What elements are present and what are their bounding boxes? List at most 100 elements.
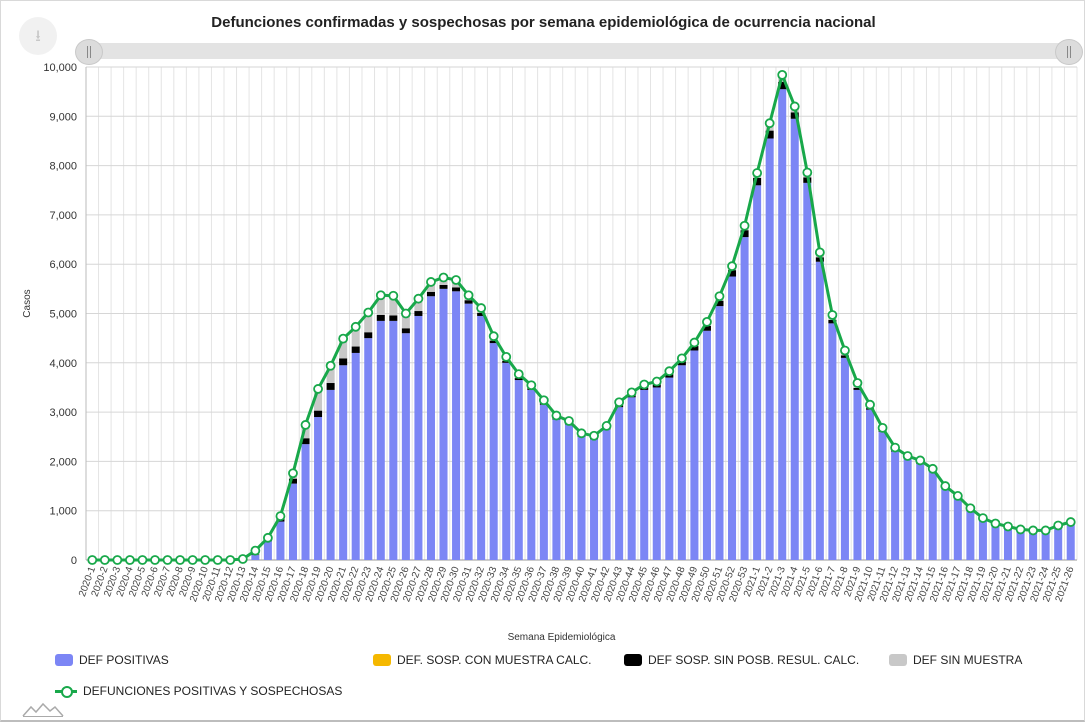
legend-item-sosp-sin-posb[interactable]: DEF SOSP. SIN POSB. RESUL. CALC.	[624, 653, 859, 667]
bar-sosp-sin-posb	[288, 478, 297, 484]
bar-positivas	[1016, 531, 1025, 560]
bar-positivas	[1041, 532, 1050, 560]
legend-swatch	[889, 654, 907, 666]
total-line-point	[262, 532, 273, 543]
bar-positivas	[288, 483, 297, 560]
total-line-point	[814, 247, 825, 258]
bar-positivas	[376, 320, 385, 560]
total-line-point	[526, 380, 537, 391]
bar-positivas	[301, 444, 310, 560]
legend-swatch	[55, 654, 73, 666]
total-line-point	[940, 481, 951, 491]
bar-sosp-sin-posb	[489, 340, 498, 344]
bar-positivas	[489, 343, 498, 560]
bar-sosp-sin-posb	[828, 319, 837, 324]
total-line-point	[952, 491, 963, 501]
y-tick-label: 1,000	[49, 506, 77, 518]
total-line-point	[840, 345, 850, 356]
total-line-point	[501, 351, 512, 362]
bar-sosp-sin-posb	[452, 287, 461, 292]
bar-positivas	[263, 541, 272, 560]
logo-icon	[22, 702, 64, 717]
total-line-point	[639, 379, 650, 390]
total-line-point	[752, 168, 763, 178]
bar-sosp-sin-posb	[477, 313, 486, 316]
total-line-point	[601, 421, 612, 431]
bar-positivas	[790, 118, 799, 560]
y-tick-label: 0	[71, 555, 77, 567]
y-tick-label: 4,000	[49, 358, 77, 370]
bar-sin-muestra	[376, 295, 385, 315]
total-line-point	[865, 399, 875, 410]
total-line-point	[827, 310, 838, 320]
total-line-point	[488, 331, 499, 342]
bar-positivas	[640, 389, 649, 560]
legend-item-def-positivas[interactable]: DEF POSITIVAS	[55, 653, 169, 667]
bar-positivas	[690, 350, 699, 560]
bar-sosp-sin-posb	[364, 332, 373, 339]
y-tick-label: 6,000	[49, 259, 77, 271]
total-line-point	[777, 69, 788, 80]
bar-positivas	[426, 296, 435, 560]
bar-sosp-sin-posb	[326, 383, 335, 390]
total-line-point	[175, 555, 185, 565]
total-line-point	[200, 555, 211, 565]
bar-positivas	[953, 498, 962, 560]
y-tick-label: 3,000	[49, 407, 77, 419]
bar-positivas	[552, 419, 561, 560]
legend-label: DEF SOSP. SIN POSB. RESUL. CALC.	[648, 653, 860, 667]
total-line-point	[363, 307, 374, 318]
bar-sosp-sin-posb	[426, 291, 435, 297]
download-icon: ⭳	[35, 28, 41, 45]
range-handle-right[interactable]	[1055, 39, 1083, 65]
bar-positivas	[452, 291, 461, 560]
range-handle-left[interactable]	[75, 39, 103, 65]
total-line-point	[350, 321, 361, 332]
total-line-point	[476, 303, 487, 313]
total-line-point	[313, 384, 323, 394]
bar-sosp-sin-posb	[351, 346, 360, 353]
bar-sosp-sin-posb	[301, 438, 310, 445]
bar-positivas	[339, 365, 348, 560]
bar-sin-muestra	[314, 388, 323, 411]
bar-positivas	[314, 417, 323, 560]
bar-sin-muestra	[364, 312, 373, 333]
total-line-point	[112, 555, 123, 565]
bar-positivas	[1054, 527, 1063, 560]
legend-item-sosp-con-muestra[interactable]: DEF. SOSP. CON MUESTRA CALC.	[373, 653, 592, 667]
bar-sosp-sin-posb	[502, 360, 511, 363]
legend-item-sin-muestra[interactable]: DEF SIN MUESTRA	[889, 653, 1022, 667]
bar-sin-muestra	[351, 326, 360, 347]
bar-positivas	[740, 237, 749, 560]
total-line-point	[978, 513, 988, 523]
bar-positivas	[866, 409, 875, 560]
bar-positivas	[778, 89, 787, 560]
bar-sosp-sin-posb	[389, 315, 398, 321]
bar-sin-muestra	[401, 313, 410, 329]
total-line-point	[714, 291, 725, 302]
total-line-point	[589, 430, 599, 441]
total-line-point	[614, 397, 625, 408]
bar-positivas	[602, 429, 611, 560]
bar-positivas	[527, 389, 536, 560]
bar-positivas	[414, 315, 423, 560]
total-line-point	[99, 555, 110, 565]
range-navigator-track[interactable]	[88, 43, 1068, 59]
total-line-point	[739, 220, 750, 231]
total-line-point	[426, 277, 436, 287]
bar-positivas	[439, 288, 448, 560]
total-line-point	[576, 428, 587, 439]
legend-swatch	[373, 654, 391, 666]
legend-item-total-line[interactable]: DEFUNCIONES POSITIVAS Y SOSPECHOSAS	[55, 684, 342, 698]
total-line-point	[237, 554, 248, 564]
bar-positivas	[351, 352, 360, 560]
total-line-point	[375, 290, 386, 301]
bar-sosp-sin-posb	[439, 284, 448, 289]
download-button[interactable]: ⭳	[19, 17, 57, 55]
total-line-point	[125, 555, 135, 565]
legend-line-swatch	[55, 685, 77, 698]
bar-sosp-sin-posb	[778, 81, 787, 90]
total-line-point	[927, 463, 938, 474]
bar-sosp-sin-posb	[740, 230, 749, 238]
bar-sosp-sin-posb	[853, 387, 862, 390]
